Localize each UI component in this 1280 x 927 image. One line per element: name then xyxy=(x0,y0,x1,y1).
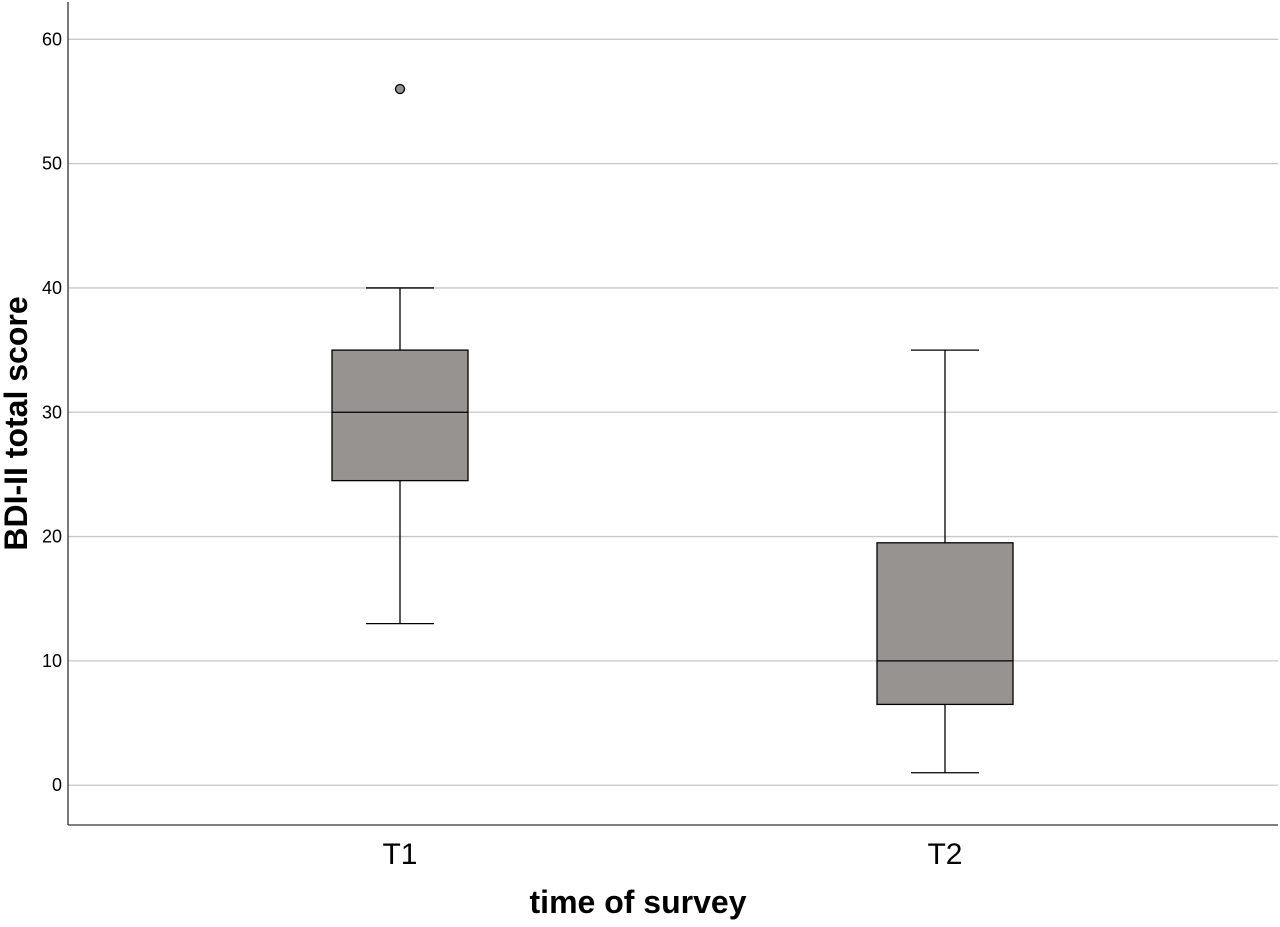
x-tick-label-t1: T1 xyxy=(382,838,417,871)
y-tick-label-10: 10 xyxy=(42,651,62,671)
y-tick-label-0: 0 xyxy=(52,775,62,795)
y-tick-label-40: 40 xyxy=(42,278,62,298)
box-t2 xyxy=(876,349,1014,774)
axes xyxy=(67,2,1278,826)
x-tick-labels: T1 T2 xyxy=(382,838,962,871)
y-tick-label-30: 30 xyxy=(42,402,62,422)
outlier-point-t1-0 xyxy=(394,83,406,95)
box-t1 xyxy=(331,83,469,625)
y-tick-label-50: 50 xyxy=(42,154,62,174)
x-tick-label-t2: T2 xyxy=(927,838,962,871)
x-axis-label: time of survey xyxy=(530,884,747,920)
y-tick-label-60: 60 xyxy=(42,29,62,49)
iqr-box-t2 xyxy=(876,542,1014,706)
y-axis-label: BDI-II total score xyxy=(0,296,34,550)
gridlines xyxy=(68,38,1278,786)
y-tick-labels: 0 10 20 30 40 50 60 xyxy=(42,29,62,795)
iqr-box-t1 xyxy=(331,349,469,482)
y-tick-label-20: 20 xyxy=(42,527,62,547)
box-series xyxy=(331,83,1014,774)
